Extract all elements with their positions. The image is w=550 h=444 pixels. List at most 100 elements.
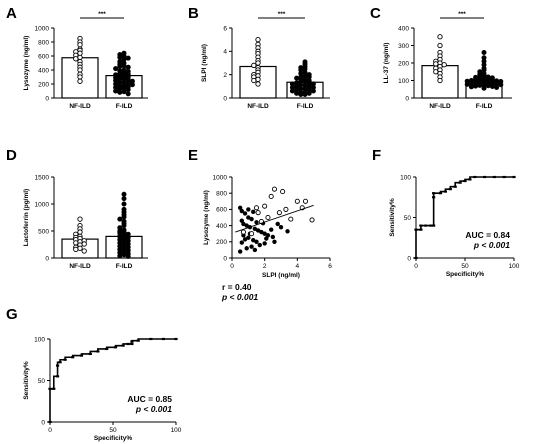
y-tick-label: 0 (41, 419, 45, 426)
x-tick-label: 50 (461, 263, 469, 270)
data-point (485, 83, 491, 89)
data-point (433, 69, 439, 75)
data-point (121, 201, 127, 207)
data-point (77, 216, 83, 222)
scatter-point-f-ild (264, 236, 269, 241)
y-tick-label: 300 (398, 43, 409, 50)
scatter-point-f-ild (239, 218, 245, 223)
y-axis-label: Sensitivity% (23, 361, 30, 400)
y-tick-label: 1000 (35, 201, 50, 208)
correlation-r: r = 0.40 (222, 282, 252, 292)
data-point (310, 88, 316, 94)
y-tick-label: 1000 (213, 174, 228, 181)
data-point (251, 62, 257, 68)
data-point (77, 67, 83, 73)
data-point (117, 89, 123, 95)
data-point (121, 196, 127, 202)
panel-d: D 0 500 1000 1500 Lactoferrin (pg/ml) NF-ILD F-… (6, 147, 148, 270)
correlation-p: p < 0.001 (221, 292, 258, 302)
y-tick-label: 100 (400, 174, 411, 181)
scatter-point-f-ild (242, 211, 248, 216)
data-point (77, 54, 83, 61)
scatter-point-f-ild (239, 240, 245, 245)
data-point (125, 64, 131, 70)
data-point (117, 64, 123, 70)
data-point (294, 90, 300, 96)
data-point (464, 81, 470, 87)
x-tick-label: 0 (414, 263, 418, 270)
data-point (125, 253, 131, 259)
scatter-point-nf-ild (262, 203, 268, 209)
scatter-point-nf-ild (276, 210, 282, 216)
x-axis-label: SLPI (ng/ml) (262, 272, 300, 279)
y-axis-label: Lysozyme (ng/ml) (23, 36, 30, 91)
scatter-point-f-ild (244, 246, 249, 251)
data-point (117, 216, 123, 222)
regression-line (235, 204, 314, 233)
scatter-point-f-ild (272, 239, 277, 245)
data-point (306, 90, 312, 96)
scatter-point-nf-ild (268, 193, 274, 199)
y-tick-label: 0 (45, 255, 49, 262)
x-axis-label: Specificity% (94, 435, 133, 442)
data-point (251, 77, 257, 84)
scatter-point-f-ild (275, 221, 280, 227)
data-point (117, 253, 123, 259)
data-point (73, 246, 79, 253)
data-point (77, 42, 83, 48)
scatter-point-nf-ild (302, 198, 309, 204)
scatter-point-f-ild (237, 249, 243, 254)
scatter-point-f-ild (254, 239, 259, 245)
scatter-point-f-ild (278, 225, 284, 230)
y-tick-label: 600 (38, 53, 49, 60)
significance-stars: *** (98, 11, 106, 18)
data-point (117, 54, 123, 60)
scatter-point-f-ild (249, 216, 254, 222)
panel-label: D (6, 147, 17, 164)
x-category-label: F-ILD (297, 103, 314, 110)
scatter-point-f-ild (269, 227, 274, 232)
significance-stars: *** (278, 11, 286, 18)
y-tick-label: 2 (223, 72, 227, 79)
data-point (437, 77, 443, 84)
x-category-label: NF-ILD (69, 103, 91, 110)
scatter-point-nf-ild (240, 229, 246, 235)
y-tick-label: 500 (38, 228, 49, 235)
x-category-label: F-ILD (116, 263, 133, 270)
data-point (125, 87, 131, 93)
panel-c: C 0 100 200 300 400 LL-37 (ng/ml) NF-ILD F-ILD **… (370, 5, 512, 110)
scatter-point-nf-ild (255, 210, 261, 216)
data-point (255, 76, 261, 82)
data-point (289, 88, 295, 94)
y-tick-label: 400 (216, 223, 227, 230)
x-tick-label: 0 (48, 427, 52, 434)
data-point (121, 223, 127, 229)
y-tick-label: 6 (223, 25, 227, 32)
roc-curve (415, 176, 514, 258)
y-tick-label: 100 (398, 78, 409, 85)
scatter-point-nf-ild (288, 216, 294, 222)
panel-label: C (370, 5, 381, 22)
panel-e: E 0 200 400 600 800 1000 Lysozyme (ng/ml) 0 2 4 6 SL… (188, 147, 332, 302)
scatter-point-f-ild (242, 237, 248, 242)
scatter-point-nf-ild (280, 189, 286, 195)
scatter-point-f-ild (249, 244, 254, 249)
y-tick-label: 200 (216, 239, 227, 246)
data-point (81, 241, 87, 247)
x-category-label: F-ILD (476, 103, 493, 110)
y-tick-label: 1500 (35, 174, 50, 181)
x-tick-label: 0 (230, 263, 234, 270)
scatter-point-f-ild (252, 247, 258, 253)
data-point (481, 85, 487, 91)
data-point (81, 248, 87, 254)
panel-g: G 0 50 100 Sensitivity% 0 50 100 Specificity% AUC… (6, 306, 182, 442)
y-tick-label: 0 (405, 95, 409, 102)
scatter-point-f-ild (239, 208, 245, 214)
scatter-point-nf-ild (283, 206, 289, 212)
data-point (113, 88, 119, 94)
y-tick-label: 50 (404, 215, 412, 222)
y-tick-label: 0 (407, 255, 411, 262)
data-point (125, 55, 131, 61)
x-tick-label: 4 (296, 263, 300, 270)
scatter-point-f-ild (262, 241, 267, 246)
